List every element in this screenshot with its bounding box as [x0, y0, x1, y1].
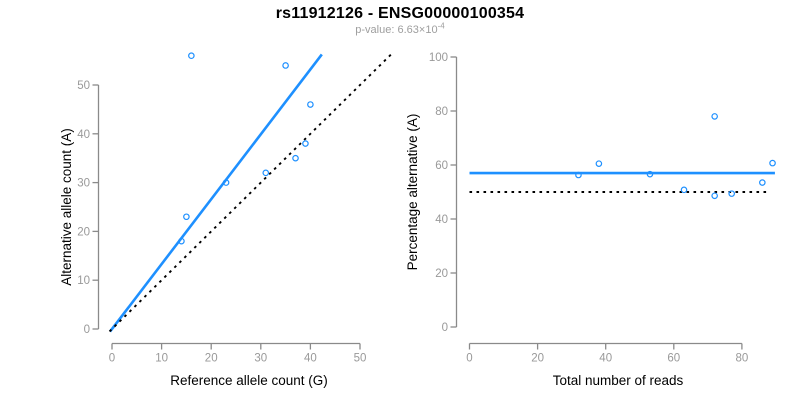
allele-counts-y-tick-label: 10	[77, 275, 90, 287]
percentage-vs-depth-data-point	[575, 171, 582, 179]
allele-counts-data-point	[222, 179, 230, 186]
allele-counts-y-tick-label: 30	[77, 178, 90, 190]
allele-counts-x-tick-label: 40	[304, 353, 317, 365]
allele-counts-data-point	[262, 169, 270, 177]
page-title: rs11912126 - ENSG00000100354	[275, 5, 525, 22]
allele-counts-data-point	[282, 62, 289, 69]
allele-counts-y-tick-label: 20	[77, 226, 90, 238]
percentage-vs-depth-x-tick-label: 40	[599, 353, 612, 365]
percentage-vs-depth-x-tick-label: 20	[531, 353, 544, 365]
pvalue-exponent: -4	[437, 21, 445, 31]
allele-counts-y-axis-title: Alternative allele count (A)	[59, 128, 74, 286]
percentage-vs-depth-data-point	[728, 190, 735, 197]
percentage-vs-depth-y-tick-label: 40	[435, 214, 448, 226]
pvalue-label: p-value:	[355, 24, 398, 36]
percentage-vs-depth-x-tick-label: 0	[466, 353, 472, 365]
percentage-vs-depth-y-tick-label: 20	[435, 268, 448, 280]
allele-counts-x-tick-label: 20	[205, 353, 218, 365]
percentage-vs-depth-data-point	[595, 160, 603, 167]
percentage-vs-depth-x-tick-label: 60	[667, 353, 680, 365]
percentage-vs-depth-y-tick-label: 60	[435, 160, 448, 172]
percentage-vs-depth-data-point	[711, 192, 718, 200]
percentage-vs-depth-y-tick-label: 100	[429, 52, 448, 64]
percentage-vs-depth-data-point	[759, 179, 766, 186]
percentage-vs-depth-y-axis-title: Percentage alternative (A)	[405, 114, 420, 271]
allele-counts-x-tick-label: 10	[155, 353, 168, 365]
percentage-vs-depth-x-axis-title: Total number of reads	[553, 373, 684, 388]
pvalue-mantissa: 6.63	[397, 24, 419, 36]
percentage-vs-depth-y-tick-label: 0	[442, 322, 448, 334]
percentage-vs-depth-y-tick-label: 80	[435, 106, 448, 118]
pvalue-subtitle: p-value: 6.63×10-4	[0, 21, 800, 36]
allele-counts-y-tick-label: 40	[77, 129, 90, 141]
pvalue-times-ten: ×10	[418, 24, 438, 36]
percentage-vs-depth-data-point	[769, 159, 776, 167]
fitted-line	[108, 53, 323, 333]
percentage-vs-depth-data-point	[711, 113, 718, 120]
allele-counts-data-point	[178, 237, 185, 245]
allele-counts-y-tick-label: 0	[84, 324, 90, 336]
allele-counts-y-tick-label: 50	[77, 80, 90, 92]
identity-line	[108, 53, 392, 333]
allele-counts-data-point	[307, 101, 314, 108]
percentage-vs-depth-data-point	[680, 186, 688, 194]
allele-counts-x-tick-label: 50	[354, 353, 367, 365]
percentage-vs-depth-x-tick-label: 80	[736, 353, 749, 365]
percentage-vs-depth-data-point	[646, 170, 654, 178]
allele-counts-x-axis-title: Reference allele count (G)	[170, 373, 328, 388]
allele-counts-data-point	[292, 154, 299, 162]
allele-counts-x-tick-label: 30	[254, 353, 267, 365]
allele-counts-data-point	[302, 140, 309, 147]
allele-counts-data-point	[183, 213, 190, 221]
allele-counts-x-tick-label: 0	[109, 353, 115, 365]
allele-counts-data-point	[188, 52, 195, 60]
